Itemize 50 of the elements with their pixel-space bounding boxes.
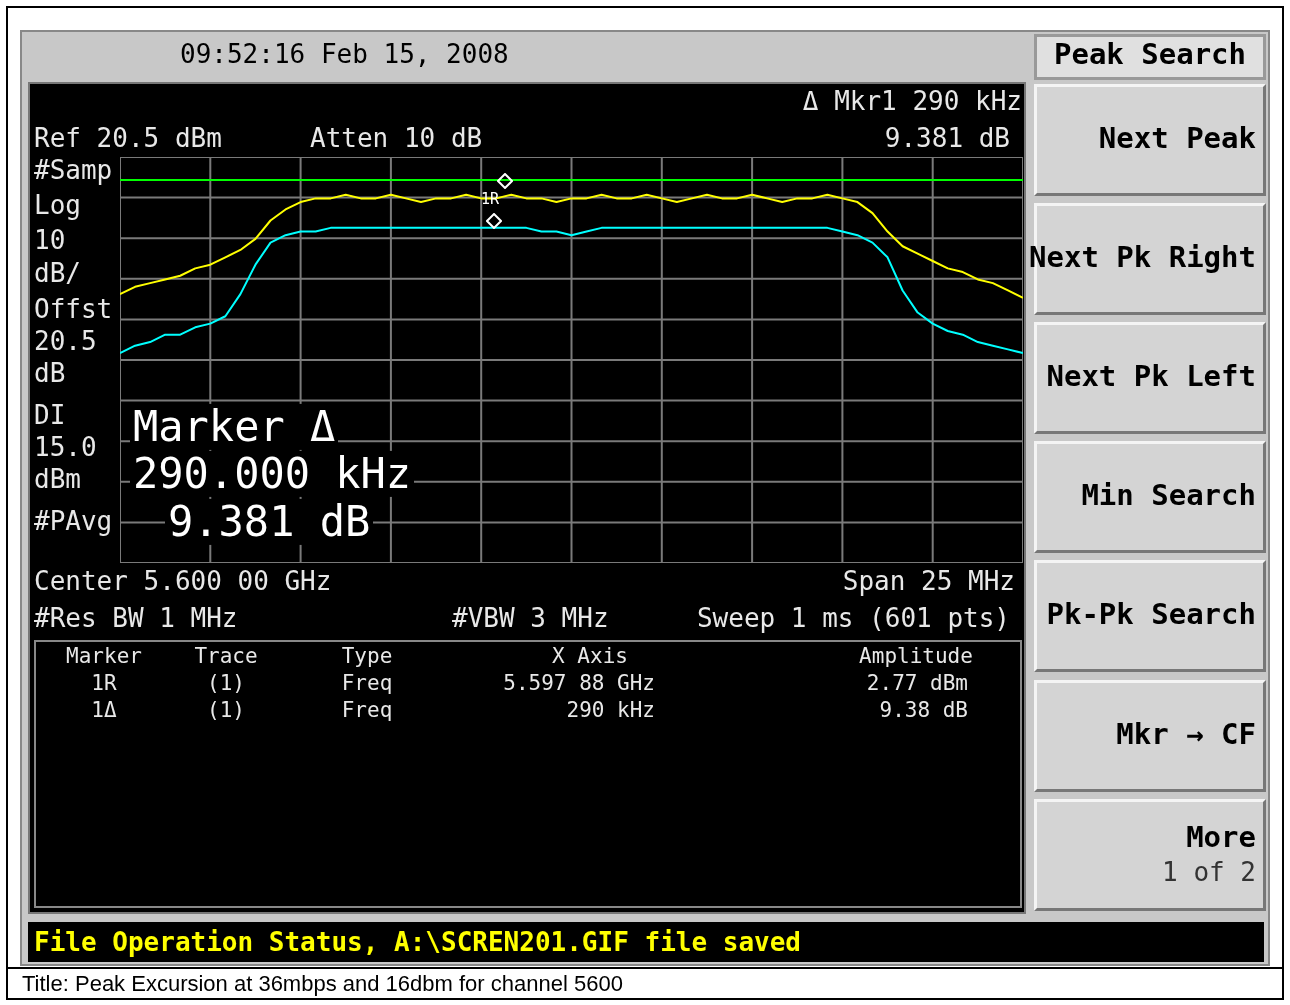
text: Type [341,644,393,669]
text: Trace [194,644,258,669]
text: #Res BW 1 MHz [34,602,238,633]
text: 1Δ [91,698,117,723]
annotation: Marker Δ [130,401,339,451]
text: DI [34,399,66,430]
text: Amplitude [859,644,973,669]
text: Span 25 MHz [842,565,1015,596]
text: dBm [34,463,81,494]
text: Pk-Pk Search [1046,597,1256,632]
text: 10 [34,224,66,255]
text: Ref 20.5 dBm [34,122,222,153]
text: 09:52:16 Feb 15, 2008 [180,38,509,69]
text: Next Peak [1098,121,1256,156]
text: Peak Search [1053,37,1247,72]
text: Atten 10 dB [310,122,483,153]
annotation: 9.381 dB [165,496,374,546]
text: 1 of 2 [1162,856,1256,887]
text: Center 5.600 00 GHz [34,565,332,596]
text: Freq [341,671,393,696]
text: (1) [207,698,245,723]
text: 20.5 [34,325,97,356]
text: Log [34,189,81,220]
text: 290 kHz [566,698,655,723]
text: 5.597 88 GHz [503,671,655,696]
text: Sweep 1 ms (601 pts) [696,602,1010,633]
text: Mkr → CF [1116,717,1256,752]
text: Δ Mkr1 290 kHz [802,85,1022,116]
text: Marker [66,644,142,669]
text: X Axis [552,644,628,669]
text: Min Search [1081,478,1256,513]
text: Title: Peak Excursion at 36mbps and 16dbm for channel 5600 [22,970,623,997]
text: dB/ [34,257,81,288]
text: dB [34,357,66,388]
text: Freq [341,698,393,723]
text: 2.77 dBm [866,671,968,696]
text: 15.0 [34,431,97,462]
text: #VBW 3 MHz [452,602,609,633]
text: #Samp [34,154,113,185]
text: 1R [91,671,117,696]
annotation: 290.000 kHz [130,448,415,498]
text: Offst [34,293,113,324]
text: Next Pk Right [1029,240,1256,275]
text: Next Pk Left [1046,359,1256,394]
text: 9.381 dB [884,122,1010,153]
text: 9.38 dB [879,698,968,723]
text: (1) [207,671,245,696]
text: File Operation Status, A:\SCREN201.GIF file saved [34,926,802,957]
text: #PAvg [34,505,113,536]
text: More [1186,820,1256,855]
